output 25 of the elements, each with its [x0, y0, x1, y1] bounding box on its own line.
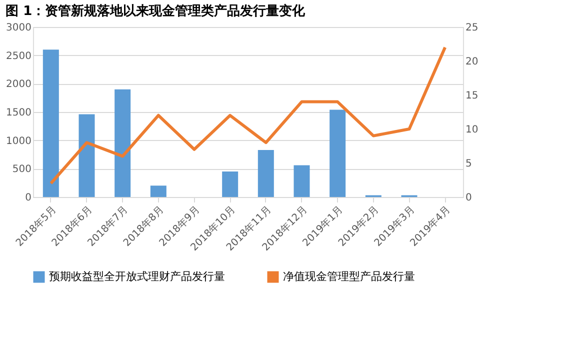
bar: [114, 89, 131, 197]
y2-tick-label: 10: [466, 124, 478, 136]
bar: [222, 172, 238, 197]
bar: [150, 186, 166, 197]
y2-tick-label: 5: [466, 158, 472, 170]
bar: [78, 114, 95, 197]
y-tick-label: 1000: [6, 136, 32, 147]
bar: [258, 150, 274, 197]
y-tick-label: 2000: [6, 79, 32, 90]
y-tick-label: 1500: [6, 108, 32, 118]
y2-tick-label: 15: [466, 90, 478, 102]
y2-tick-label: 0: [466, 192, 472, 204]
bar: [42, 50, 59, 197]
y-tick-label: 500: [12, 164, 32, 176]
y2-tick-label: 25: [466, 22, 478, 34]
y-tick-label: 3000: [6, 22, 32, 34]
legend-label: 净值现金管理型产品发行量: [283, 270, 415, 283]
y2-tick-label: 20: [466, 56, 478, 68]
legend-label: 预期收益型全开放式理财产品发行量: [49, 270, 225, 283]
line-series: [49, 46, 447, 185]
bar: [294, 165, 310, 197]
y-tick-label: 2500: [6, 50, 32, 62]
chart-title: 图 1：资管新规落地以来现金管理类产品发行量变化: [6, 3, 306, 19]
bar: [330, 110, 346, 197]
y-tick-label: 0: [25, 192, 32, 204]
